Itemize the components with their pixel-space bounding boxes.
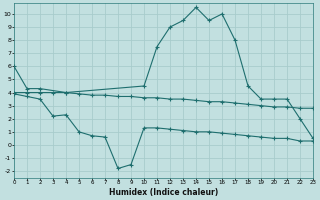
X-axis label: Humidex (Indice chaleur): Humidex (Indice chaleur) xyxy=(109,188,218,197)
